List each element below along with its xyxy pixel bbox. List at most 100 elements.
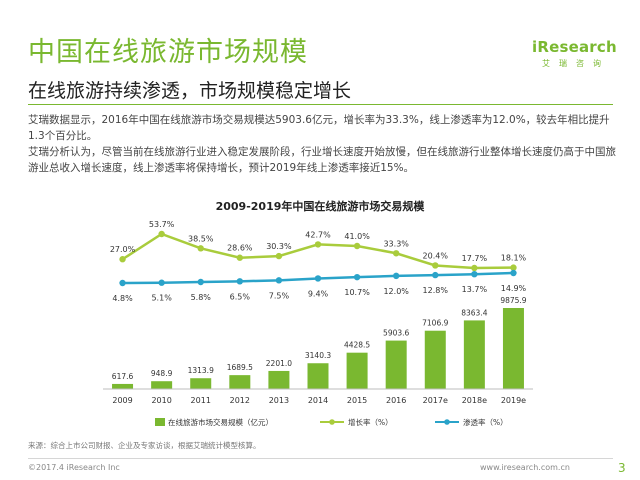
bar-label-2013: 2201.0 [266,359,292,368]
legend-label-penetration: 渗透率（%） [463,417,508,427]
bar-label-2014: 3140.3 [305,351,331,360]
bar-2017e [424,330,446,389]
growth-label-2017e: 20.4% [423,251,449,260]
penetration-label-2019e: 14.9% [501,284,527,293]
growth-label-2013: 30.3% [266,242,292,251]
bar-label-2010: 948.9 [151,369,173,378]
penetration-label-2012: 6.5% [230,292,251,301]
x-tick-2014: 2014 [308,396,328,405]
x-tick-2019e: 2019e [501,396,526,405]
bar-label-2012: 1689.5 [227,363,253,372]
page-subtitle: 在线旅游持续渗透，市场规模稳定增长 [28,80,352,102]
x-tick-2017e: 2017e [423,396,448,405]
copyright: ©2017.4 iResearch Inc [28,463,120,472]
penetration-label-2009: 4.8% [112,294,133,303]
growth-point-2010 [158,230,165,238]
growth-label-2011: 38.5% [188,234,214,243]
growth-point-2016 [392,250,400,257]
penetration-point-2017e [432,271,439,279]
bar-2013 [268,370,290,389]
growth-point-2018e [471,264,478,272]
penetration-point-2012 [236,278,244,285]
x-tick-2018e: 2018e [462,396,487,405]
legend-dot-penetration [444,419,450,425]
growth-label-2014: 42.7% [305,230,331,239]
penetration-point-2014 [314,275,322,282]
footer-divider [28,458,613,459]
logo-sub: 艾瑞咨询 [542,59,610,68]
title-divider [28,104,613,105]
penetration-point-2010 [158,279,165,286]
x-tick-2016: 2016 [386,396,406,405]
source-note: 来源：综合上市公司财报、企业及专家访谈，根据艾瑞统计模型核算。 [28,441,261,450]
site-url: www.iresearch.com.cn [480,463,570,472]
penetration-point-2009 [119,279,126,287]
bar-label-2018e: 8363.4 [461,308,487,317]
penetration-label-2018e: 13.7% [462,285,488,294]
growth-point-2019e [510,264,517,271]
growth-point-2011 [197,245,204,252]
growth-label-2015: 41.0% [344,232,370,241]
logo-brand: iResearch [532,38,617,56]
page-title: 中国在线旅游市场规模 [28,37,308,68]
chart-container: 2009-2019年中国在线旅游市场交易规模 617.6 948.9 1313.9 1… [0,190,640,440]
penetration-point-2013 [275,277,283,284]
bar-label-2019e: 9875.9 [500,296,526,305]
bar-2012 [229,375,251,389]
x-tick-2013: 2013 [269,396,289,405]
x-tick-2011: 2011 [191,396,211,405]
legend-label-bar: 在线旅游市场交易规模（亿元） [168,417,273,427]
body-paragraph-1: 艾瑞数据显示，2016年中国在线旅游市场交易规模达5903.6亿元，增长率为33… [28,114,610,142]
bar-2014 [307,363,329,389]
penetration-label-2013: 7.5% [269,291,290,300]
iresearch-logo: iResearch 艾瑞咨询 [532,38,617,78]
bar-2019e [502,308,524,389]
bar-2018e [463,320,485,389]
x-tick-2015: 2015 [347,396,367,405]
penetration-label-2010: 5.1% [151,294,172,303]
penetration-label-2011: 5.8% [191,293,212,302]
page-number: 3 [618,461,626,475]
body-paragraph-2: 艾瑞分析认为，尽管当前在线旅游行业进入稳定发展阶段，行业增长速度开始放慢，但在线… [28,146,616,174]
penetration-label-2014: 9.4% [308,289,329,298]
legend-dot-growth [329,419,335,425]
growth-label-2018e: 17.7% [462,254,488,263]
penetration-label-2015: 10.7% [344,288,370,297]
penetration-point-2018e [471,270,478,278]
legend-swatch-bar [155,418,165,426]
market-size-chart: 617.6 948.9 1313.9 1689.5 2201.0 3140.3 4428.5… [103,220,533,427]
growth-point-2015 [353,242,361,250]
body-text: 艾瑞数据显示，2016年中国在线旅游市场交易规模达5903.6亿元，增长率为33… [28,112,620,176]
x-tick-2009: 2009 [112,396,132,405]
growth-label-2009: 27.0% [110,245,136,254]
growth-label-2010: 53.7% [149,220,175,229]
penetration-point-2019e [510,269,517,277]
growth-point-2009 [119,256,126,263]
bar-2009 [112,383,134,389]
bar-label-2017e: 7106.9 [422,319,448,328]
bar-2010 [151,381,173,389]
penetration-point-2011 [197,278,204,286]
growth-point-2012 [236,254,244,261]
penetration-label-2016: 12.0% [383,287,409,296]
growth-label-2016: 33.3% [383,239,409,248]
chart-title: 2009-2019年中国在线旅游市场交易规模 [215,200,425,213]
legend-label-growth: 增长率（%） [348,417,393,427]
bar-label-2016: 5903.6 [383,329,409,338]
bar-2015 [346,352,368,389]
bar-2011 [190,378,212,389]
bar-2016 [385,340,407,389]
growth-label-2019e: 18.1% [501,254,527,263]
penetration-point-2015 [353,273,361,281]
bar-label-2015: 4428.5 [344,341,370,350]
growth-point-2013 [275,252,283,260]
penetration-label-2017e: 12.8% [423,286,449,295]
growth-label-2012: 28.6% [227,244,253,253]
growth-point-2017e [432,262,439,269]
x-tick-2010: 2010 [151,396,171,405]
bar-label-2011: 1313.9 [188,366,214,375]
growth-point-2014 [314,241,322,248]
x-tick-2012: 2012 [230,396,250,405]
penetration-point-2016 [392,272,400,280]
bar-label-2009: 617.6 [112,372,134,381]
